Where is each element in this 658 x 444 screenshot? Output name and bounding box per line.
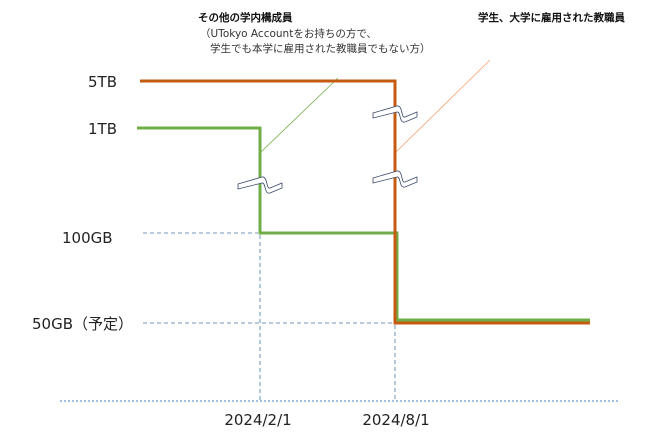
- label-50gb: 50GB（予定）: [32, 315, 133, 333]
- series-students-line: [140, 79, 590, 325]
- label-5tb: 5TB: [88, 73, 117, 91]
- break-mark-icon: [372, 105, 418, 123]
- annotation-students-staff: 学生、大学に雇用された教職員: [478, 11, 625, 24]
- label-2024-2-1: 2024/2/1: [224, 411, 291, 429]
- annotation-others-title: その他の学内構成員: [198, 11, 293, 24]
- label-2024-8-1: 2024/8/1: [362, 411, 429, 429]
- leader-others: [260, 77, 339, 153]
- break-mark-icon: [372, 170, 418, 188]
- annotation-others-line2: 学生でも本学に雇用された教職員でもない方）: [210, 42, 431, 55]
- series-others-line: [137, 126, 590, 322]
- annotation-others-line1: （UTokyo Accountをお持ちの方で、: [200, 27, 377, 40]
- label-1tb: 1TB: [88, 120, 117, 138]
- break-mark-icon: [237, 176, 283, 194]
- leader-students: [395, 59, 491, 153]
- label-100gb: 100GB: [62, 229, 113, 247]
